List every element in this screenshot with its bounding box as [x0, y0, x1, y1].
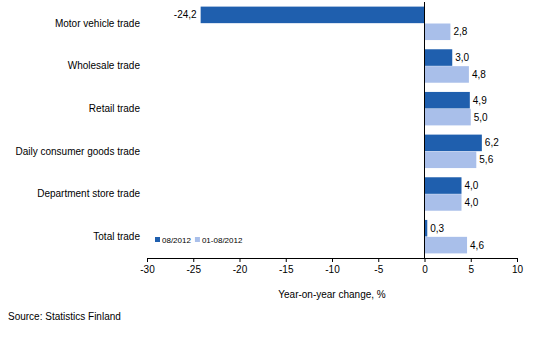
bar — [425, 152, 477, 169]
data-label: 4,6 — [470, 240, 484, 251]
tick-label: -15 — [279, 264, 294, 275]
tick: 0 — [422, 258, 428, 275]
tick: -30 — [140, 258, 155, 275]
axis-title: Year-on-year change, % — [278, 289, 386, 300]
tick-mark — [147, 258, 148, 262]
tick-label: 5 — [468, 264, 474, 275]
tick-label: Department store trade — [37, 188, 140, 199]
chart: -24,2 3,0 4,9 6,2 4,0 0,3 2,8 4,8 5,0 5,6 4,0 4,6 -3… — [0, 0, 534, 360]
annotation: Source: Statistics Finland — [8, 311, 121, 322]
tick-mark — [240, 258, 241, 262]
tick-mark — [332, 258, 333, 262]
x-axis: -30 -25 -20 -15 -10 -5 0 5 10 — [140, 258, 523, 275]
data-label: 4,0 — [465, 197, 479, 208]
data-label: 5,6 — [479, 154, 493, 165]
tick-mark — [425, 258, 426, 262]
tick-mark — [517, 258, 518, 262]
tick: Daily consumer goods trade — [15, 146, 140, 157]
tick-label: -20 — [233, 264, 248, 275]
bar — [425, 49, 453, 66]
tick-label: -5 — [374, 264, 383, 275]
legend-item: 01-08/2012 — [195, 236, 243, 245]
tick-label: -25 — [187, 264, 202, 275]
tick-label: 10 — [512, 264, 524, 275]
tick: Wholesale trade — [68, 60, 141, 71]
data-label: 2,8 — [453, 26, 467, 37]
bar — [425, 92, 470, 109]
legend-label: 01-08/2012 — [202, 236, 243, 245]
tick-label: Motor vehicle trade — [55, 18, 140, 29]
legend: 08/2012 01-08/2012 — [155, 236, 243, 245]
data-label: 4,8 — [472, 69, 486, 80]
tick-label: Total trade — [93, 231, 140, 242]
bar — [425, 66, 469, 83]
y-axis: Motor vehicle trade Wholesale trade Retail… — [15, 18, 140, 242]
bar — [425, 135, 482, 152]
tick-label: -10 — [325, 264, 340, 275]
tick: Motor vehicle trade — [55, 18, 140, 29]
tick-label: -30 — [140, 264, 155, 275]
bar — [201, 7, 425, 24]
data-label: -24,2 — [174, 9, 197, 20]
bar — [425, 109, 471, 126]
bar — [425, 24, 451, 41]
axis-line — [148, 259, 518, 263]
tick-label: Wholesale trade — [68, 60, 141, 71]
tick-mark — [471, 258, 472, 262]
bar — [425, 194, 462, 211]
tick: Retail trade — [89, 103, 141, 114]
tick: -25 — [187, 258, 202, 275]
data-label: 4,9 — [473, 95, 487, 106]
legend-swatch — [195, 237, 200, 242]
tick-mark — [378, 258, 379, 262]
tick: Total trade — [93, 231, 140, 242]
tick: 5 — [468, 258, 474, 275]
bar — [425, 177, 462, 194]
tick: -15 — [279, 258, 294, 275]
tick-label: 0 — [422, 264, 428, 275]
data-label: 5,0 — [474, 112, 488, 123]
legend-label: 08/2012 — [162, 236, 191, 245]
bars — [201, 7, 482, 254]
bar — [425, 237, 468, 254]
data-labels: -24,2 3,0 4,9 6,2 4,0 0,3 2,8 4,8 5,0 5,6 4,0 4,6 — [174, 9, 499, 250]
tick: 10 — [512, 258, 524, 275]
plot: -24,2 3,0 4,9 6,2 4,0 0,3 2,8 4,8 5,0 5,6 4,0 4,6 -3… — [15, 2, 523, 275]
data-label: 6,2 — [485, 137, 499, 148]
tick: -20 — [233, 258, 248, 275]
tick: Department store trade — [37, 188, 140, 199]
data-label: 3,0 — [455, 52, 469, 63]
tick: -5 — [374, 258, 383, 275]
data-label: 0,3 — [430, 223, 444, 234]
zero-line — [424, 2, 425, 258]
legend-item: 08/2012 — [155, 236, 191, 245]
legend-swatch — [155, 237, 160, 242]
tick: -10 — [325, 258, 340, 275]
tick-mark — [286, 258, 287, 262]
tick-label: Retail trade — [89, 103, 141, 114]
tick-mark — [193, 258, 194, 262]
data-label: 4,0 — [465, 180, 479, 191]
tick-label: Daily consumer goods trade — [15, 146, 140, 157]
